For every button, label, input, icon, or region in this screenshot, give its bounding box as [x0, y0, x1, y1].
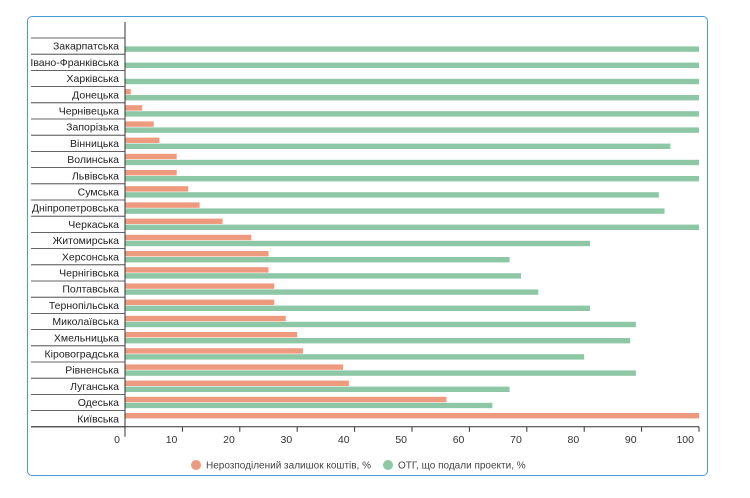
bar-series-2 [125, 176, 699, 182]
bar-series-2 [125, 354, 585, 360]
category-label: Черкаська [68, 219, 119, 231]
category-label: Луганська [70, 381, 119, 393]
category-label: Чернівецька [59, 106, 119, 118]
bar-series-2 [125, 224, 699, 230]
bar-series-2 [125, 62, 699, 68]
category-label: Харківська [67, 73, 120, 85]
bar-series-2 [125, 111, 699, 117]
bar-series-2 [125, 321, 636, 328]
category-label: Сумська [78, 187, 119, 199]
bar-series-2 [125, 370, 636, 376]
x-tick-label: 20 [223, 434, 235, 446]
category-label: Тернопільська [49, 300, 119, 312]
category-label: Закарпатська [53, 41, 119, 53]
x-tick-label: 50 [395, 434, 407, 446]
legend-label: ОТГ, що подали проекти, % [398, 461, 526, 472]
bar-series-2 [125, 127, 699, 133]
bar-series-1 [125, 283, 275, 289]
bar-series-2 [125, 257, 510, 263]
bar-series-1 [125, 332, 298, 338]
bar-series-1 [125, 121, 154, 127]
bar-series-1 [125, 315, 286, 322]
bar-series-2 [125, 46, 699, 52]
category-label: Івано-Франківська [30, 57, 119, 69]
bar-series-1 [125, 396, 447, 403]
bar-series-1 [125, 218, 223, 224]
bar-series-2 [125, 289, 539, 295]
bar-series-1 [125, 105, 143, 111]
bar-series-2 [125, 305, 590, 311]
bar-series-2 [125, 386, 510, 392]
bar-series-1 [125, 186, 189, 192]
x-tick-label: 0 [114, 434, 120, 446]
category-label: Вінницька [70, 138, 119, 150]
x-tick-label: 30 [281, 434, 293, 446]
legend-marker [191, 460, 201, 470]
category-label: Одеська [78, 397, 119, 409]
bar-series-1 [125, 413, 699, 419]
bar-series-1 [125, 137, 160, 143]
x-tick-label: 80 [568, 434, 580, 446]
bar-series-2 [125, 143, 671, 149]
bar-series-2 [125, 95, 699, 101]
category-label: Миколаївська [52, 316, 119, 328]
x-tick-label: 40 [338, 434, 350, 446]
bar-series-1 [125, 364, 344, 370]
category-label: Дніпропетровська [32, 203, 119, 215]
bar-series-2 [125, 273, 522, 279]
bar-series-1 [125, 299, 275, 305]
legend-marker [383, 460, 393, 470]
x-tick-label: 10 [166, 434, 178, 446]
category-label: Полтавська [62, 284, 119, 296]
category-label: Кіровоградська [45, 349, 120, 361]
x-tick-label: 60 [453, 434, 465, 446]
category-label: Житомирська [53, 235, 120, 247]
x-tick-label: 70 [510, 434, 522, 446]
bar-series-1 [125, 234, 252, 241]
bar-series-2 [125, 208, 665, 214]
category-label: Донецька [72, 89, 119, 101]
bar-series-1 [125, 202, 200, 208]
bar-series-1 [125, 348, 303, 354]
bar-series-1 [125, 153, 177, 160]
bar-series-2 [125, 402, 493, 409]
category-label: Чернігівська [59, 268, 119, 280]
category-label: Херсонська [62, 251, 119, 263]
legend-label: Нерозподілений залишок коштів, % [206, 461, 371, 472]
category-label: Київська [77, 413, 119, 425]
category-label: Львівська [72, 170, 119, 182]
x-tick-label: 100 [676, 434, 694, 446]
bar-series-1 [125, 170, 177, 176]
category-label: Запорізька [66, 122, 119, 134]
category-label: Хмельницька [54, 332, 119, 344]
bar-series-2 [125, 78, 699, 85]
bar-series-2 [125, 338, 631, 344]
bar-series-1 [125, 89, 131, 95]
category-label: Рівненська [65, 365, 119, 377]
bar-series-1 [125, 267, 269, 273]
bar-series-1 [125, 380, 349, 386]
category-label: Волинська [67, 154, 119, 166]
bar-series-1 [125, 251, 269, 257]
bar-series-2 [125, 240, 590, 247]
bar-series-2 [125, 192, 659, 198]
x-tick-label: 90 [625, 434, 637, 446]
bar-series-2 [125, 159, 699, 166]
